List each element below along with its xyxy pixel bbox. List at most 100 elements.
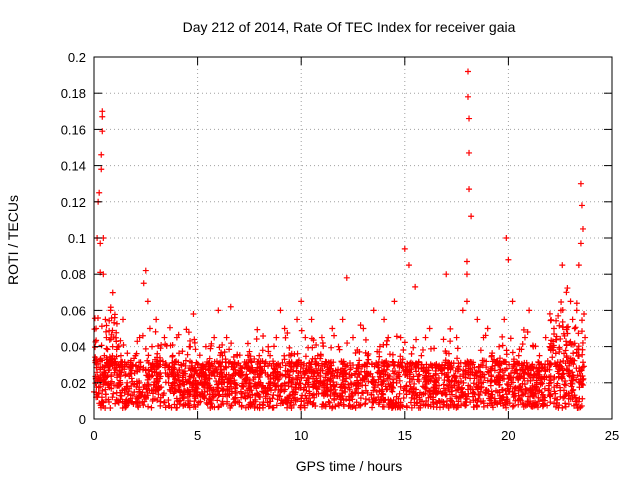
data-point <box>402 363 409 370</box>
data-point <box>208 370 215 377</box>
data-point <box>109 327 116 334</box>
data-point <box>371 363 378 370</box>
data-point <box>306 395 313 402</box>
data-point <box>459 307 466 314</box>
data-point <box>454 365 461 372</box>
data-point <box>560 357 567 364</box>
y-tick-label: 0.16 <box>61 122 86 137</box>
data-point <box>478 383 485 390</box>
data-point <box>405 262 412 269</box>
data-point <box>98 342 105 349</box>
data-point <box>99 387 106 394</box>
data-point <box>99 108 106 115</box>
data-point <box>308 361 315 368</box>
data-point <box>430 378 437 385</box>
data-point <box>478 374 485 381</box>
data-point <box>474 316 481 323</box>
data-point <box>326 399 333 406</box>
y-tick-label: 0.04 <box>61 340 86 355</box>
data-point <box>522 387 529 394</box>
data-point <box>547 399 554 406</box>
data-point <box>353 368 360 375</box>
y-tick-label: 0.2 <box>68 50 86 65</box>
data-point <box>411 395 418 402</box>
data-point <box>124 391 131 398</box>
data-point <box>433 376 440 383</box>
data-point <box>176 366 183 373</box>
data-point <box>458 386 465 393</box>
data-point <box>230 353 237 360</box>
data-point <box>376 367 383 374</box>
data-point <box>442 348 449 355</box>
data-point <box>347 360 354 367</box>
data-point <box>541 385 548 392</box>
data-point <box>252 382 259 389</box>
y-tick-label: 0.08 <box>61 267 86 282</box>
data-point <box>494 389 501 396</box>
data-point <box>139 389 146 396</box>
data-point <box>533 381 540 388</box>
data-point <box>218 374 225 381</box>
data-point <box>253 335 260 342</box>
data-point <box>270 365 277 372</box>
data-point <box>285 395 292 402</box>
data-point <box>279 372 286 379</box>
data-point <box>521 359 528 366</box>
data-point <box>535 394 542 401</box>
data-point <box>576 379 583 386</box>
data-point <box>101 352 108 359</box>
data-point <box>288 364 295 371</box>
data-point <box>354 374 361 381</box>
data-point <box>400 387 407 394</box>
data-point <box>249 391 256 398</box>
data-point <box>302 353 309 360</box>
data-point <box>318 334 325 341</box>
data-point <box>440 336 447 343</box>
data-point <box>530 403 537 410</box>
data-point <box>359 382 366 389</box>
data-point <box>379 359 386 366</box>
data-point <box>457 359 464 366</box>
data-point <box>470 397 477 404</box>
data-point <box>157 361 164 368</box>
data-point <box>507 335 514 342</box>
data-point <box>501 316 508 323</box>
data-point <box>438 398 445 405</box>
data-point <box>403 368 410 375</box>
data-point <box>429 396 436 403</box>
data-point <box>401 245 408 252</box>
data-point <box>192 385 199 392</box>
data-point <box>553 336 560 343</box>
data-point <box>271 343 278 350</box>
data-point <box>388 386 395 393</box>
data-point <box>318 379 325 386</box>
data-point <box>440 381 447 388</box>
data-point <box>469 389 476 396</box>
data-point <box>311 369 318 376</box>
data-point <box>483 364 490 371</box>
data-point <box>103 345 110 352</box>
data-point <box>310 399 317 406</box>
data-point <box>491 356 498 363</box>
data-point <box>497 395 504 402</box>
data-point <box>546 343 553 350</box>
data-point <box>379 403 386 410</box>
data-point <box>265 403 272 410</box>
data-point <box>175 383 182 390</box>
data-point <box>145 403 152 410</box>
data-point <box>207 365 214 372</box>
data-point <box>463 298 470 305</box>
data-point <box>231 361 238 368</box>
data-point <box>170 366 177 373</box>
data-point <box>549 354 556 361</box>
data-point <box>551 360 558 367</box>
data-point <box>441 377 448 384</box>
data-point <box>161 334 168 341</box>
data-point <box>111 319 118 326</box>
data-point <box>385 334 392 341</box>
data-point <box>265 348 272 355</box>
data-point <box>202 376 209 383</box>
data-point <box>186 373 193 380</box>
data-point <box>124 350 131 357</box>
data-point <box>355 390 362 397</box>
